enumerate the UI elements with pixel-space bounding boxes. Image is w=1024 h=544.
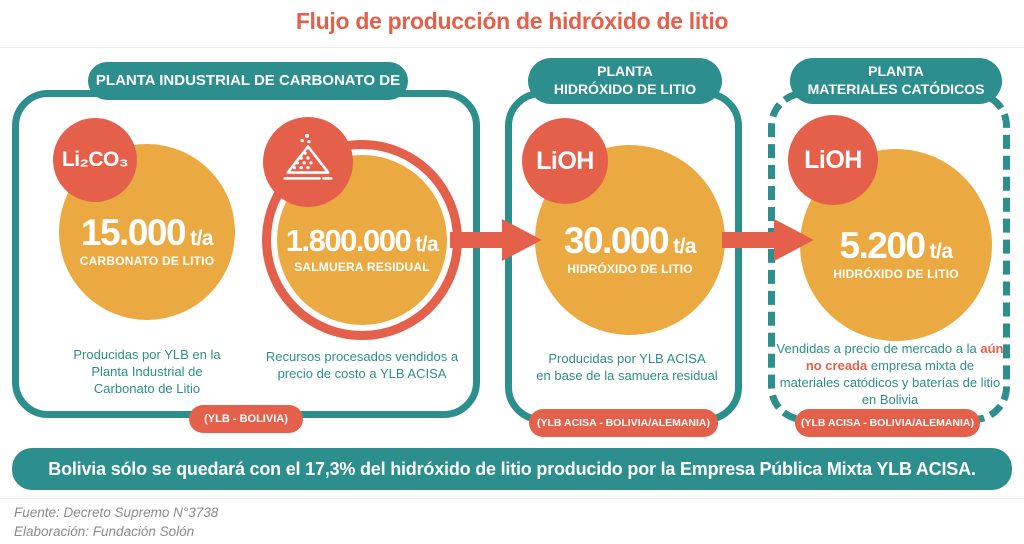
- carbonate-description: Producidas por YLB en la Planta Industri…: [73, 347, 221, 396]
- flow-arrow-1: [450, 217, 542, 268]
- salt-pile-icon: [279, 131, 337, 194]
- ownership-pill-ylb-acisa-2: (YLB ACISA - BOLIVIA/ALEMANIA): [795, 409, 980, 437]
- lioh-5200-description: Vendidas a precio de mercado a la aún no…: [776, 341, 1004, 409]
- page-title: Flujo de producción de hidróxido de liti…: [295, 8, 729, 34]
- ownership-pill-ylb-acisa-1: (YLB ACISA - BOLIVIA/ALEMANIA): [529, 409, 718, 437]
- li2co3-formula: Li₂CO₃: [61, 148, 129, 171]
- elaboration-text: Elaboración: Fundación Solón: [14, 523, 195, 539]
- bottom-divider: [0, 498, 1024, 499]
- li2co3-badge: Li₂CO₃: [53, 118, 137, 202]
- lioh-30000-value: 30.000: [563, 220, 670, 261]
- lioh-badge-1: LiOH: [522, 118, 608, 204]
- lioh-30000-unit: t/a: [673, 235, 697, 258]
- arrow-right-icon: [450, 219, 542, 261]
- lioh-30000-content: 30.000 t/a HIDRÓXIDO DE LITIO: [563, 220, 697, 276]
- ownership-pill-ylb-bolivia: (YLB - BOLIVIA): [189, 405, 303, 433]
- brine-description: Recursos procesados vendidos a precio de…: [265, 349, 459, 381]
- lioh-5200-description-part2: empresa mixta de materiales catódicos y …: [779, 357, 1001, 407]
- carbonate-unit: t/a: [190, 227, 214, 250]
- brine-value: 1.800.000: [285, 222, 412, 258]
- lioh-5200-value-row: 5.200 t/a: [839, 225, 954, 266]
- lioh-formula-2: LiOH: [804, 145, 862, 174]
- panel2-header: PLANTA HIDRÓXIDO DE LITIO: [528, 58, 722, 104]
- carbonate-circle-content: 15.000 t/a CARBONATO DE LITIO: [80, 214, 215, 268]
- panel3-header: PLANTA MATERIALES CATÓDICOS: [790, 58, 1002, 104]
- lioh-30000-description: Producidas por YLB ACISA en base de la s…: [536, 351, 718, 383]
- summary-banner: Bolivia sólo se quedará con el 17,3% del…: [12, 448, 1012, 490]
- brine-circle: 1.800.000 t/a SALMUERA RESIDUAL: [277, 155, 447, 325]
- arrow-right-icon: [722, 219, 814, 261]
- lioh-5200-unit: t/a: [929, 240, 954, 263]
- lioh-5200-label: HIDRÓXIDO DE LITIO: [833, 267, 959, 281]
- carbonate-value: 15.000: [80, 212, 187, 253]
- lioh-30000-value-row: 30.000 t/a: [563, 220, 697, 261]
- lioh-badge-2: LiOH: [788, 115, 878, 205]
- lioh-5200-value: 5.200: [839, 225, 926, 266]
- lioh-5200-content: 5.200 t/a HIDRÓXIDO DE LITIO: [833, 227, 959, 281]
- salt-pile-badge: [263, 117, 353, 207]
- lioh-5200-description-part1: Vendidas a precio de mercado a la: [776, 341, 981, 356]
- footer: Fuente: Decreto Supremo N°3738 Elaboraci…: [14, 504, 218, 542]
- carbonate-label: CARBONATO DE LITIO: [79, 254, 215, 268]
- brine-label: SALMUERA RESIDUAL: [294, 259, 430, 274]
- brine-circle-content: 1.800.000 t/a SALMUERA RESIDUAL: [285, 222, 439, 274]
- lioh-5200-description-highlight: aún no creada: [805, 341, 1004, 373]
- lioh-30000-circle: 30.000 t/a HIDRÓXIDO DE LITIO: [535, 145, 725, 335]
- source-text: Fuente: Decreto Supremo N°3738: [14, 505, 219, 520]
- flow-arrow-2: [722, 217, 814, 268]
- panel1-header: PLANTA INDUSTRIAL DE CARBONATO DE LITIO: [88, 62, 408, 127]
- carbonate-value-row: 15.000 t/a: [80, 212, 214, 253]
- lioh-30000-label: HIDRÓXIDO DE LITIO: [567, 262, 693, 276]
- lioh-formula-1: LiOH: [536, 146, 594, 175]
- brine-value-row: 1.800.000 t/a: [285, 222, 439, 258]
- top-divider: [0, 47, 1024, 48]
- brine-unit: t/a: [415, 232, 439, 256]
